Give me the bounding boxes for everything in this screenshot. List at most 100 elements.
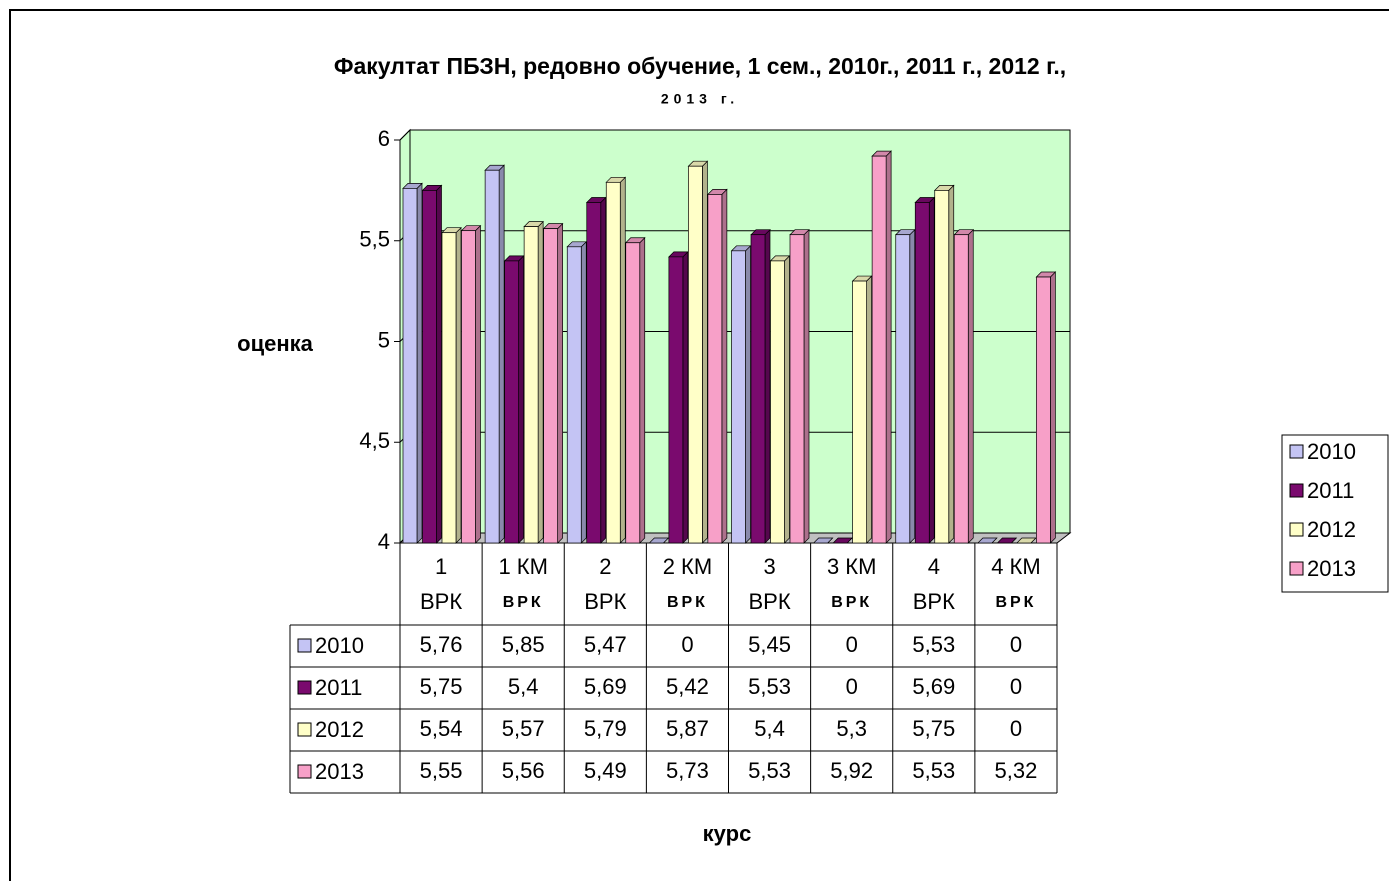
x-tick-label: 3 КМ (827, 554, 877, 579)
bar-side (764, 228, 771, 544)
table-legend-key (297, 680, 312, 695)
table-value: 5,92 (830, 758, 873, 783)
bar (707, 194, 723, 544)
bar-top (812, 537, 834, 544)
legend-label: 2013 (1307, 556, 1356, 581)
table-legend-key (297, 638, 312, 653)
bar-side (948, 184, 955, 544)
bar (523, 226, 539, 544)
y-tick-label: 5 (378, 327, 390, 352)
bar (953, 234, 969, 544)
y-axis-label: оценка (237, 331, 313, 356)
table-value: 0 (1010, 632, 1022, 657)
bar (586, 202, 602, 544)
bar (914, 202, 930, 544)
table-series-label: 2013 (315, 759, 364, 784)
table-value: 5,57 (502, 716, 545, 741)
bar-side (518, 255, 524, 544)
bar (504, 260, 519, 544)
bar-side (436, 184, 442, 544)
bar-side (416, 182, 423, 544)
bar (1036, 276, 1051, 544)
table-value: 5,79 (584, 716, 627, 741)
bar-side (537, 220, 544, 544)
y-tick-label: 4,5 (359, 428, 390, 453)
bar-side (885, 150, 892, 544)
bar-side (682, 251, 689, 544)
table-value: 5,56 (502, 758, 545, 783)
y-tick-label: 6 (378, 126, 390, 151)
table-value: 5,53 (912, 632, 955, 657)
table-value: 5,76 (420, 632, 463, 657)
table-value: 5,69 (584, 674, 627, 699)
bar (605, 181, 621, 544)
table-value: 0 (1010, 716, 1022, 741)
table-value: 5,32 (995, 758, 1038, 783)
table-value: 0 (681, 632, 693, 657)
bar-side (745, 244, 751, 544)
bar-side (721, 188, 728, 544)
bar-top (996, 537, 1018, 544)
table-series-label: 2011 (315, 675, 362, 700)
bar (484, 169, 500, 544)
x-tick-label: ВРК (420, 589, 462, 614)
table-value: 5,53 (748, 758, 791, 783)
bar (402, 188, 418, 544)
x-tick-label: ВРК (503, 594, 544, 611)
bar-side (580, 240, 587, 544)
bar (895, 234, 911, 544)
y-tick-label: 4 (378, 529, 390, 554)
x-tick-label: 1 КМ (498, 554, 548, 579)
table-value: 5,75 (420, 674, 463, 699)
table-value: 5,42 (666, 674, 709, 699)
table-value: 5,55 (420, 758, 463, 783)
chart-subtitle: 2013 г. (661, 91, 739, 107)
bar (625, 242, 641, 544)
x-tick-label: 3 (763, 554, 775, 579)
x-tick-label: 2 (599, 554, 611, 579)
bar (789, 234, 805, 544)
bar (688, 165, 703, 544)
table-value: 5,69 (912, 674, 955, 699)
table-series-label: 2012 (315, 717, 364, 742)
table-value: 5,4 (754, 716, 785, 741)
bar-side (866, 275, 872, 544)
bar-side (557, 222, 563, 544)
bar-side (475, 224, 481, 544)
x-tick-label: ВРК (995, 594, 1036, 611)
table-value: 0 (1010, 674, 1022, 699)
legend-label: 2012 (1307, 517, 1356, 542)
bar (871, 155, 887, 544)
table-value: 5,54 (420, 716, 463, 741)
table-value: 5,47 (584, 632, 627, 657)
legend-key (1289, 444, 1304, 459)
bar (543, 228, 558, 544)
legend-key (1289, 561, 1304, 576)
legend-label: 2011 (1307, 478, 1354, 503)
x-tick-label: ВРК (913, 589, 955, 614)
bar (750, 234, 766, 544)
bar (668, 256, 684, 544)
chart-title: Факултат ПБЗН, редовно обучение, 1 сем.,… (334, 53, 1066, 79)
table-value: 5,4 (508, 674, 539, 699)
bar-side (498, 164, 505, 544)
table-value: 5,85 (502, 632, 545, 657)
y-tick-label: 5,5 (359, 227, 390, 252)
table-value: 5,45 (748, 632, 791, 657)
bar-side (600, 196, 607, 544)
x-tick-label: ВРК (748, 589, 790, 614)
bar-side (784, 255, 790, 544)
x-tick-label: ВРК (831, 594, 872, 611)
bar-side (967, 228, 974, 544)
bar-side (928, 196, 935, 544)
bar (770, 260, 785, 544)
bar (566, 246, 582, 544)
bar-side (909, 228, 916, 544)
bar (441, 232, 457, 544)
bar-side (455, 226, 462, 544)
x-axis-label: курс (703, 821, 752, 846)
x-tick-label: ВРК (667, 594, 708, 611)
bar (461, 230, 476, 544)
table-value: 5,75 (912, 716, 955, 741)
